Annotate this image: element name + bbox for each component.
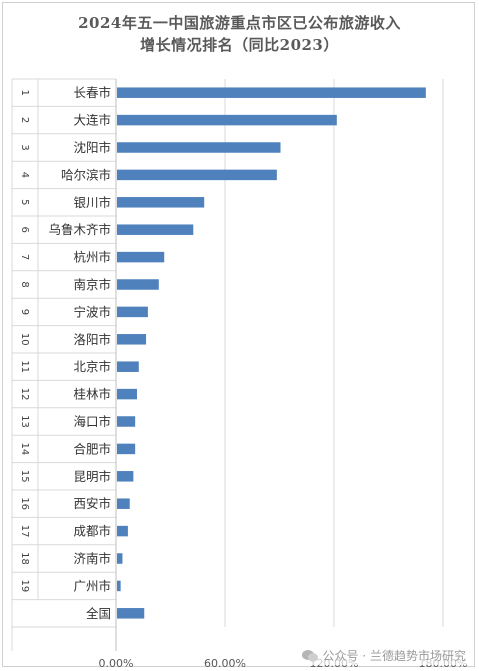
category-label: 济南市 <box>73 551 111 566</box>
rank-label: 11 <box>19 360 30 373</box>
rank-label: 1 <box>19 90 30 96</box>
category-label: 南京市 <box>73 277 111 292</box>
bar-杭州市 <box>117 251 165 263</box>
rank-label: 6 <box>19 227 30 233</box>
rank-label: 5 <box>19 199 30 205</box>
category-label: 宁波市 <box>73 304 111 319</box>
bar-宁波市 <box>117 306 148 318</box>
rank-label: 15 <box>19 470 30 483</box>
rank-label: 13 <box>19 415 30 428</box>
x-tick-label: 60.00% <box>204 657 246 670</box>
category-label: 乌鲁木齐市 <box>48 222 111 237</box>
bar-乌鲁木齐市 <box>117 224 194 235</box>
category-label: 全国 <box>86 606 111 621</box>
category-label: 成都市 <box>73 524 111 539</box>
category-label: 银川市 <box>73 195 111 210</box>
category-label: 昆明市 <box>73 469 111 484</box>
rank-label: 14 <box>19 443 30 456</box>
rank-label: 10 <box>19 333 30 346</box>
bar-大连市 <box>117 114 337 126</box>
category-label: 洛阳市 <box>73 332 111 347</box>
wechat-icon <box>301 649 319 663</box>
bar-合肥市 <box>117 443 136 455</box>
rank-label: 12 <box>19 388 30 401</box>
rank-label: 16 <box>19 497 30 510</box>
bar-北京市 <box>117 361 139 372</box>
rank-label: 17 <box>19 525 30 538</box>
rank-label: 4 <box>19 172 30 178</box>
category-label: 大连市 <box>73 113 111 128</box>
bar-成都市 <box>117 525 128 537</box>
category-label: 杭州市 <box>73 250 111 265</box>
category-label: 沈阳市 <box>73 140 111 155</box>
bar-长春市 <box>117 87 426 98</box>
rank-label: 9 <box>19 309 30 315</box>
category-label: 广州市 <box>73 578 111 593</box>
rank-label: 19 <box>19 580 30 593</box>
rank-label: 8 <box>19 281 30 287</box>
rank-label: 7 <box>19 254 30 260</box>
bar-西安市 <box>117 498 130 509</box>
bar-洛阳市 <box>117 334 147 345</box>
bar-南京市 <box>117 279 159 290</box>
category-label: 海口市 <box>73 414 111 429</box>
category-label: 西安市 <box>73 496 111 511</box>
rank-label: 2 <box>19 117 30 123</box>
category-label: 桂林市 <box>73 387 111 402</box>
bar-沈阳市 <box>117 142 281 153</box>
bar-银川市 <box>117 197 205 208</box>
bar-海口市 <box>117 416 136 427</box>
chart-title-line2: 增长情况排名（同比2023） <box>140 36 339 54</box>
bar-哈尔滨市 <box>117 169 277 181</box>
rank-label: 3 <box>19 144 30 150</box>
x-tick-label: 0.00% <box>99 657 134 670</box>
category-label: 北京市 <box>73 359 111 374</box>
chart-title-line1: 2024年五一中国旅游重点市区已公布旅游收入 <box>78 14 401 32</box>
category-label: 合肥市 <box>73 441 111 456</box>
bar-广州市 <box>117 580 121 592</box>
chart-frame <box>2 2 475 667</box>
bar-全国 <box>117 608 145 619</box>
category-label: 哈尔滨市 <box>61 167 111 182</box>
bar-昆明市 <box>117 471 134 482</box>
category-label: 长春市 <box>73 85 111 100</box>
bar-济南市 <box>117 553 123 564</box>
bar-桂林市 <box>117 388 137 400</box>
watermark-text: 公众号 · 兰德趋势市场研究 <box>322 649 466 663</box>
watermark: 公众号 · 兰德趋势市场研究 <box>297 646 469 665</box>
rank-label: 18 <box>19 552 30 565</box>
